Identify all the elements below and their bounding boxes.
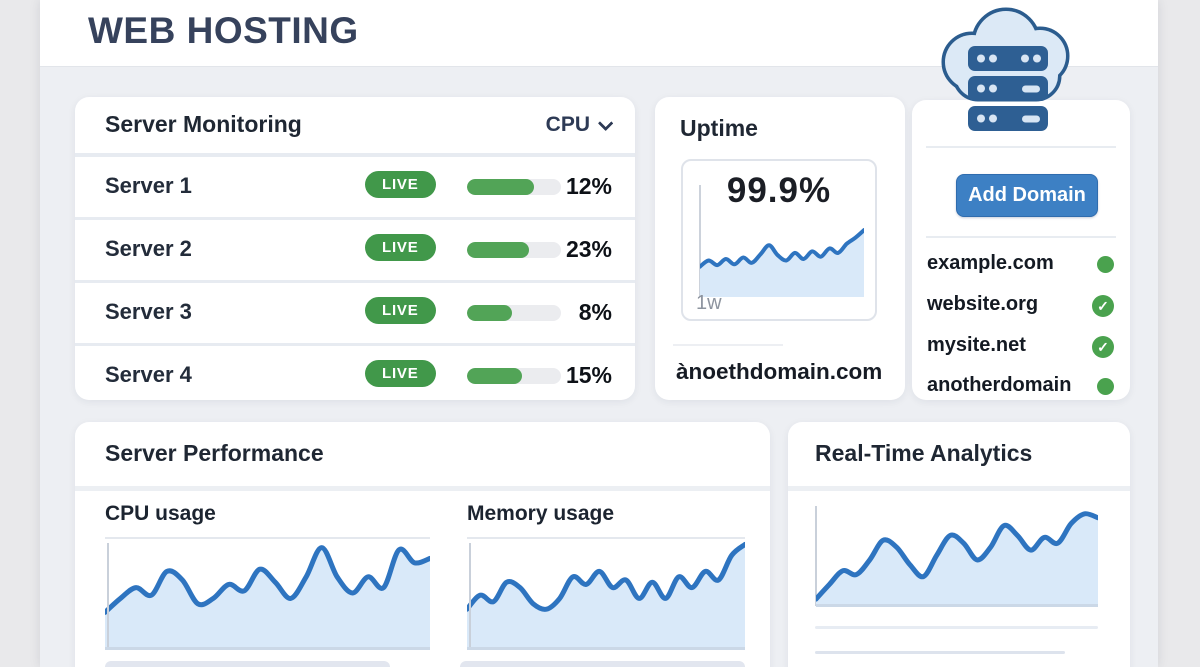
chart-baseline [105,647,430,650]
cpu-progressbar-fill [467,305,513,321]
server-performance-card: Server Performance CPU usage Memory usag… [75,422,770,667]
domain-list-item: mysite.net [912,327,1130,365]
cpu-percent: 23% [565,236,612,262]
cpu-percent: 8% [578,299,612,325]
chevron-down-icon [597,115,614,131]
server-row: Server 1 LIVE 12% [75,157,635,217]
server-monitoring-card: Server Monitoring CPU Server 1 LIVE 12% … [75,97,635,400]
status-check-icon [1092,295,1114,317]
uptime-value: 99.9% [726,171,832,210]
uptime-range-label: 1w [696,292,722,314]
domain-list-item: example.com [912,245,1130,283]
server-monitoring-header: Server Monitoring CPU [75,97,635,153]
server-name: Server 1 [105,173,192,198]
domain-name: website.org [927,293,1039,315]
status-dot-icon [1097,256,1114,273]
partial-panel-top [105,661,390,667]
domain-list-item: website.org [912,286,1130,324]
server-row: Server 4 LIVE 15% [75,346,635,400]
realtime-analytics-title: Real-Time Analytics [815,440,1033,466]
status-dot-icon [1097,378,1114,395]
cpu-progressbar [467,368,561,384]
cpu-progressbar [467,179,561,195]
cpu-filter-dropdown[interactable]: CPU [545,113,614,137]
cpu-percent: 15% [565,362,612,388]
domain-list-item: anotherdomain [912,367,1130,405]
live-badge: LIVE [365,297,436,324]
uptime-domain-label: ànoethdomain.com [676,359,883,384]
cpu-percent: 12% [565,173,612,199]
server-name: Server 3 [105,299,192,324]
server-performance-title: Server Performance [105,440,324,466]
chart-baseline [467,647,745,650]
cpu-progressbar [467,242,561,258]
server-name: Server 2 [105,236,192,261]
app-window: WEB HOSTING Server Monitoring CPU Server… [40,0,1158,667]
uptime-sparkline-chart [700,228,864,297]
cpu-usage-area-chart [102,545,433,647]
partial-panel-top [460,661,745,667]
chart-axis [815,506,817,606]
cpu-progressbar-fill [467,179,534,195]
domain-name: example.com [927,252,1054,274]
divider [926,236,1116,238]
domain-name: mysite.net [927,334,1026,356]
chart-baseline [816,604,1098,607]
status-check-icon [1092,336,1114,358]
cpu-usage-label: CPU usage [105,502,216,525]
cloud-server-icon [941,7,1070,131]
realtime-analytics-card: Real-Time Analytics [788,422,1130,667]
domains-card: Add Domain example.com website.org mysit… [912,100,1130,400]
server-row: Server 3 LIVE 8% [75,283,635,343]
uptime-title: Uptime [680,115,758,141]
server-row: Server 2 LIVE 23% [75,220,635,280]
live-badge: LIVE [365,360,436,387]
chart-axis [469,543,471,647]
uptime-chart-panel: 99.9% 1w [681,159,877,321]
cpu-progressbar-fill [467,368,523,384]
domain-name: anotherdomain [927,374,1072,396]
cpu-filter-label: CPU [545,113,590,136]
uptime-card: Uptime 99.9% 1w ànoethdomain.com [655,97,905,400]
memory-usage-chart [464,537,748,650]
divider [75,486,770,491]
placeholder-line [815,626,1098,629]
memory-usage-area-chart [464,541,748,647]
memory-usage-label: Memory usage [467,502,615,525]
divider [788,486,1130,491]
divider [673,344,783,346]
server-monitoring-title: Server Monitoring [105,111,302,137]
cpu-progressbar-fill [467,242,530,258]
live-badge: LIVE [365,234,436,261]
server-name: Server 4 [105,362,192,387]
live-badge: LIVE [365,171,436,198]
analytics-area-chart [816,511,1098,604]
placeholder-line [815,651,1065,654]
chart-axis [107,543,109,647]
page-title: WEB HOSTING [88,10,359,51]
divider [926,146,1116,148]
cpu-progressbar [467,305,561,321]
add-domain-button[interactable]: Add Domain [956,174,1098,217]
cpu-usage-chart [102,537,433,650]
uptime-chart-axis [699,185,701,297]
